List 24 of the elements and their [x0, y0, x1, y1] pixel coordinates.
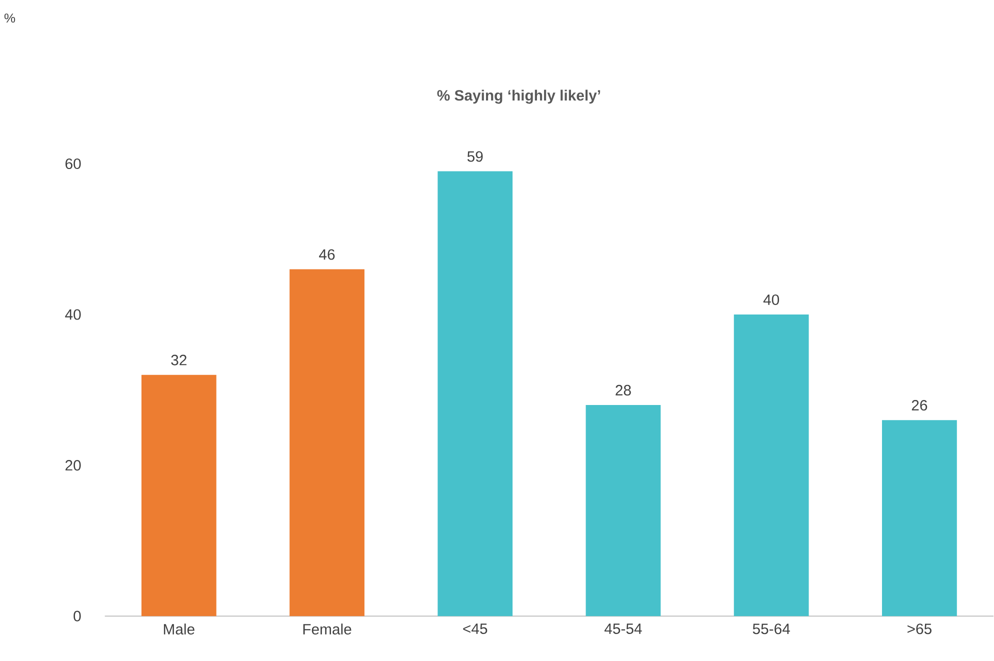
x-tick-label: 55-64 [752, 624, 790, 634]
bar [438, 171, 513, 616]
x-tick-label: Male [164, 624, 194, 635]
bar [586, 404, 661, 616]
x-tick-label: <45 [463, 624, 488, 634]
data-label: 28 [616, 384, 631, 396]
bar [141, 374, 216, 616]
chart-title: % Saying ‘highly likely’ [437, 90, 600, 104]
x-tick-label: 45-54 [604, 624, 642, 634]
data-label: 40 [763, 294, 780, 306]
data-label: 59 [467, 151, 483, 162]
y-tick-label: 40 [65, 309, 81, 320]
bar [290, 269, 364, 616]
text: % [4, 14, 16, 23]
x-tick-label: >65 [908, 624, 932, 634]
bar [882, 420, 957, 616]
data-label: 32 [171, 354, 186, 366]
data-label: 26 [912, 400, 928, 411]
y-tick-label: 60 [66, 158, 81, 170]
y-tick-label: 0 [74, 610, 81, 622]
bar [734, 314, 809, 616]
data-label: 46 [319, 249, 335, 260]
x-tick-label: Female [303, 624, 352, 635]
y-tick-label: 20 [66, 460, 81, 471]
